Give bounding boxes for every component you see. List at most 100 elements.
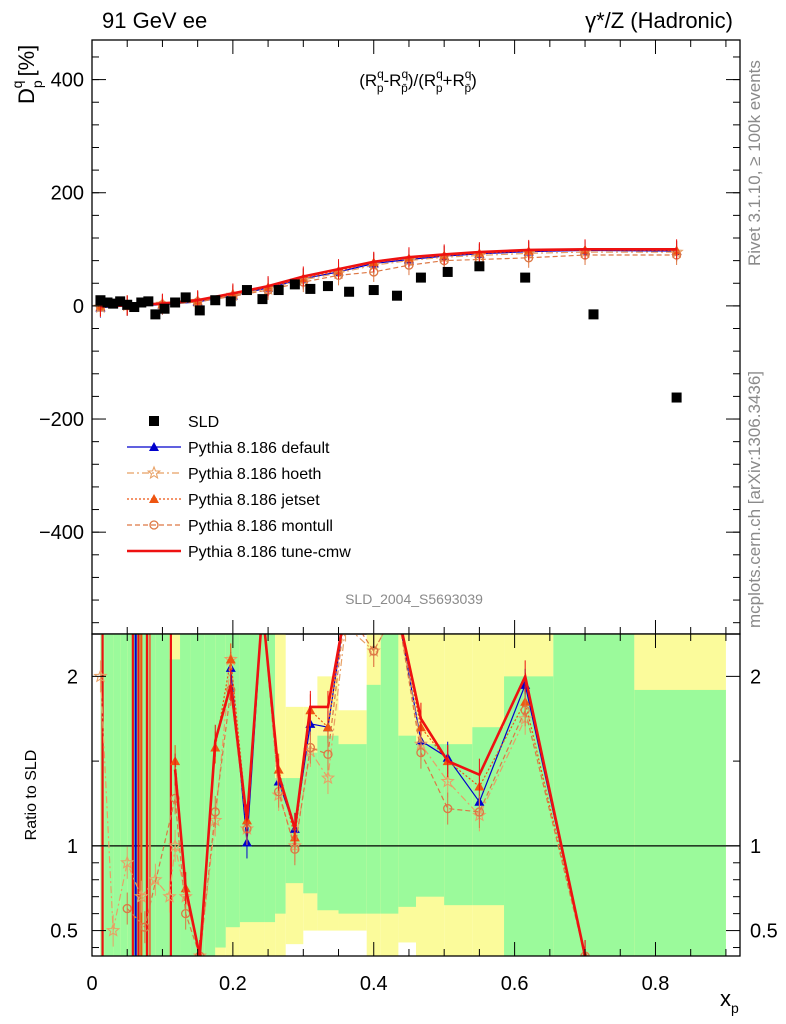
data-point-sld [143, 296, 154, 307]
mcplots-label: mcplots.cern.ch [arXiv:1306.3436] [745, 371, 764, 628]
main-ylabel-unit: [%] [14, 45, 39, 77]
ratio-point-hoeth [340, 620, 351, 631]
ratio-xtick-label: 0.6 [501, 973, 529, 995]
legend-label: Pythia 8.186 tune-cmw [188, 544, 351, 561]
ratio-point-hoeth [257, 603, 269, 614]
ratio-band-inner [380, 634, 399, 914]
data-point-sld [180, 292, 191, 303]
main-ytick-label: −400 [39, 522, 84, 544]
ratio-xtick-label: 0.2 [219, 973, 247, 995]
data-point-sld [102, 297, 113, 308]
ratio-point-hoeth [134, 889, 149, 903]
legend-item-montull: Pythia 8.186 montull [127, 518, 333, 535]
legend-label: Pythia 8.186 hoeth [188, 466, 321, 483]
legend-item-data: SLD [149, 414, 219, 431]
data-point-sld [415, 272, 426, 283]
ratio-xlabel: xp [720, 986, 739, 1016]
data-point-sld [210, 295, 221, 306]
data-point-sld [170, 297, 181, 308]
data-point-sld [194, 305, 205, 316]
formula-part: (R [359, 71, 377, 90]
ratio-line-montull [126, 634, 586, 956]
data-point-sld [129, 302, 140, 313]
ratio-xlabel-sub: p [731, 1000, 739, 1016]
legend: SLD Pythia 8.186 default Pythia 8.186 hoet… [127, 414, 351, 561]
ratio-point-montull [443, 803, 453, 814]
legend-label: Pythia 8.186 montull [188, 518, 333, 535]
legend-item-hoeth: Pythia 8.186 hoeth [127, 465, 321, 483]
data-point-sld [474, 261, 485, 272]
main-ylabel: Dpq [%] [9, 45, 45, 104]
ratio-point-jetset [257, 604, 267, 613]
legend-marker-hoeth [146, 465, 162, 480]
data-point-sld [305, 283, 316, 294]
ratio-point-hoeth [93, 668, 108, 683]
ratio-point-montull [258, 605, 266, 613]
ratio-point-montull [323, 749, 333, 759]
legend-marker-default [149, 442, 159, 451]
formula-part: q [401, 67, 408, 81]
ratio-band-inner [225, 634, 240, 928]
ratio-series-group [92, 603, 740, 956]
ratio-point-montull [140, 922, 150, 932]
ratio-band-group [100, 634, 726, 956]
ratio-point-jetset [225, 654, 236, 664]
ratio-band-inner [141, 634, 156, 956]
ratio-band-inner [416, 744, 445, 897]
ratio-band-inner [398, 735, 416, 907]
legend-label: Pythia 8.186 jetset [188, 492, 320, 509]
ratio-band-inner [264, 634, 276, 923]
data-point-sld [225, 296, 236, 307]
data-point-sld [273, 285, 284, 296]
data-point-sld [136, 297, 147, 308]
main-ylabel-text: Dpq [%] [9, 45, 45, 104]
formula-part: p [377, 81, 384, 95]
ratio-band-inner [204, 634, 216, 956]
ratio-ytick-label-right: 2 [750, 666, 761, 688]
ratio-xlabel-main: x [720, 986, 731, 1011]
data-point-sld [520, 272, 531, 283]
legend-item-jetset: Pythia 8.186 jetset [127, 492, 320, 509]
ratio-band-inner [254, 634, 265, 923]
ratio-xtick-label: 0.4 [360, 973, 388, 995]
ratio-ytick-label-left: 0.5 [50, 921, 78, 943]
ratio-point-hoeth [162, 889, 177, 903]
data-point-sld [150, 309, 161, 320]
legend-item-default: Pythia 8.186 default [127, 440, 330, 457]
ratio-band-inner [190, 634, 205, 956]
ratio-band-inner [239, 634, 254, 923]
data-point-sld [108, 298, 119, 309]
ratio-frame [91, 633, 741, 957]
ratio-point-hoeth [440, 773, 455, 788]
ratio-band-inner [104, 634, 114, 956]
data-point-sld [257, 294, 268, 305]
ratio-ylabel: Ratio to SLD [23, 750, 40, 841]
ratio-band-inner [444, 744, 473, 906]
formula-part: q [465, 67, 472, 81]
ratio-band-inner [303, 752, 318, 894]
main-plot-area [93, 239, 684, 403]
legend-item-cmw: Pythia 8.186 tune-cmw [127, 544, 351, 561]
ratio-point-montull [290, 844, 300, 854]
ratio-plot-area [92, 603, 740, 956]
formula-part: -R [384, 71, 402, 90]
data-point-sld [671, 392, 682, 403]
ratio-line-hoeth [99, 634, 526, 956]
data-point-sld [289, 279, 300, 290]
ratio-band-inner [366, 684, 381, 914]
data-point-sld [159, 303, 170, 314]
ratio-ytick-label-left: 2 [67, 666, 78, 688]
ratio-point-montull [122, 903, 132, 914]
ratio-ytick-label-left: 1 [67, 836, 78, 858]
data-point-sld [344, 286, 355, 297]
ratio-point-jetset [322, 722, 333, 732]
formula-part: q [377, 67, 384, 81]
header-right: γ*/Z (Hadronic) [585, 8, 733, 33]
data-point-sld [322, 281, 333, 292]
main-ytick-label: −200 [39, 409, 84, 431]
ratio-band-inner [338, 744, 367, 914]
formula-part: ) [471, 71, 477, 90]
data-point-sld [588, 309, 599, 320]
